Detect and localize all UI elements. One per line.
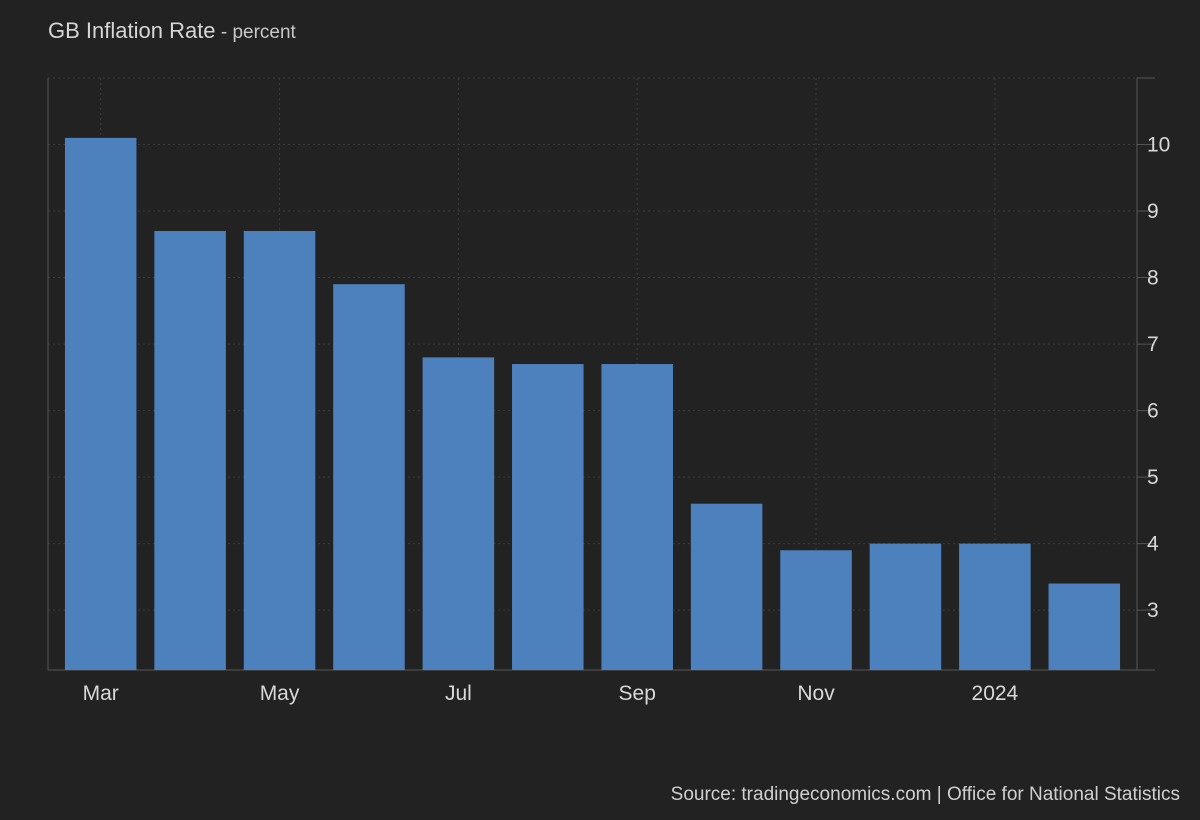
x-tick-label: 2024 xyxy=(972,682,1019,705)
y-tick-label: 9 xyxy=(1147,200,1159,223)
bar-mar xyxy=(64,137,137,670)
bar-apr xyxy=(154,230,226,670)
chart-header: GB Inflation Rate - percent xyxy=(48,18,296,44)
y-tick-label: 10 xyxy=(1147,134,1170,157)
y-tick-label: 3 xyxy=(1147,599,1159,622)
bar-2024 xyxy=(959,543,1031,670)
bar-jul xyxy=(422,357,495,670)
y-tick-label: 4 xyxy=(1147,533,1159,556)
y-tick-label: 8 xyxy=(1147,267,1159,290)
x-tick-label: Nov xyxy=(797,682,835,705)
bar-aug xyxy=(512,364,584,670)
x-tick-label: May xyxy=(260,682,300,705)
bar-oct xyxy=(690,503,763,670)
x-tick-label: Sep xyxy=(619,682,656,705)
bar-feb xyxy=(1048,583,1121,670)
chart-unit: percent xyxy=(232,22,296,43)
y-tick-label: 6 xyxy=(1147,400,1159,423)
bar-nov xyxy=(780,550,852,670)
y-tick-label: 5 xyxy=(1147,466,1159,489)
bar-may xyxy=(243,230,316,670)
y-tick-label: 7 xyxy=(1147,333,1159,356)
chart-title: GB Inflation Rate xyxy=(48,18,216,43)
x-tick-label: Mar xyxy=(83,682,119,705)
chart-unit-separator: - xyxy=(215,22,233,43)
source-attribution: Source: tradingeconomics.com | Office fo… xyxy=(670,784,1180,805)
x-tick-label: Jul xyxy=(445,682,472,705)
bar-dec xyxy=(869,543,942,670)
bar-sep xyxy=(601,364,673,670)
bar-jun xyxy=(333,284,405,670)
